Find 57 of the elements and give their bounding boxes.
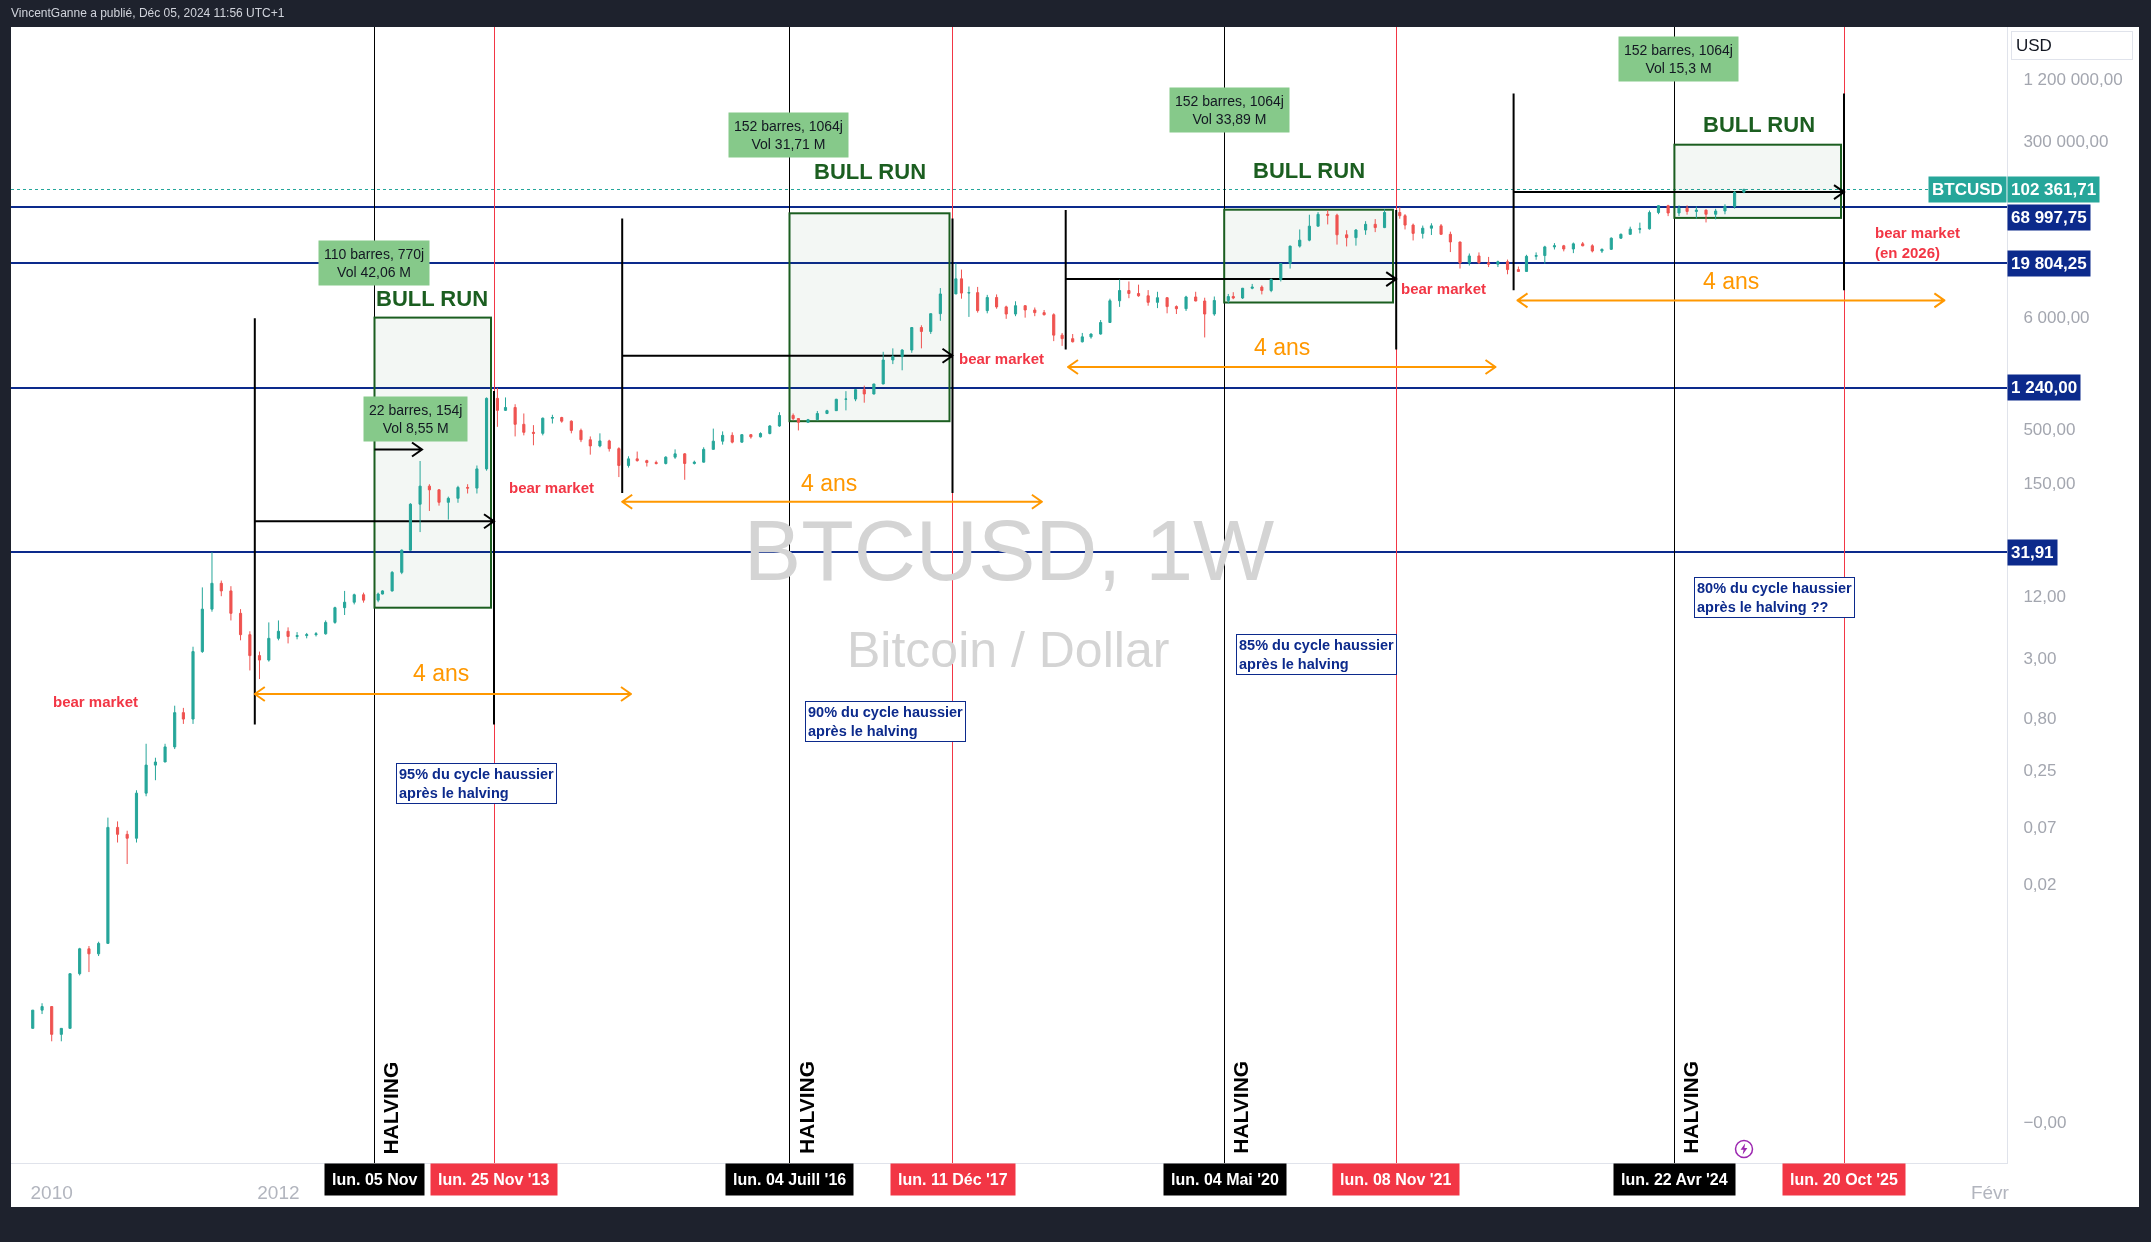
- annotation: 95% du cycle haussier après le halving: [399, 766, 555, 801]
- ref-line-label: lun. 08 Nov '21: [1340, 1171, 1452, 1188]
- annotation: 4 ans: [1703, 268, 1760, 294]
- y-tick-label: 150,00: [2023, 473, 2076, 493]
- annotation: HALVING: [379, 1061, 403, 1155]
- ref-line-label: lun. 11 Déc '17: [898, 1171, 1008, 1188]
- annotation: HALVING: [794, 1060, 818, 1154]
- annotation: BULL RUN: [1703, 112, 1816, 137]
- ref-line-label: lun. 04 Juill '16: [733, 1171, 847, 1188]
- annotation: HALVING: [1229, 1060, 1253, 1154]
- text: BTCUSD: [1932, 180, 2003, 199]
- ref-line-label: lun. 04 Mai '20: [1171, 1171, 1279, 1188]
- y-tick-label: 1 200 000,00: [2023, 69, 2123, 89]
- annotation: bear market: [509, 479, 595, 496]
- annotation: 80% du cycle haussier après le halving ??: [1697, 580, 1853, 615]
- annotation: bear market (en 2026): [1875, 224, 1961, 261]
- x-tick-label: 2012: [257, 1181, 300, 1203]
- x-tick-label: 2010: [30, 1181, 73, 1203]
- x-tick-label: Févr: [1970, 1181, 2010, 1203]
- annotation: bear market: [53, 693, 139, 710]
- annotation: 110 barres, 770j Vol 42,06 M: [324, 246, 425, 281]
- y-tick-label: 0,07: [2023, 818, 2057, 838]
- ref-line-label: lun. 20 Oct '25: [1790, 1171, 1898, 1188]
- ref-line-label: lun. 22 Avr '24: [1621, 1171, 1728, 1188]
- annotation: BULL RUN: [1253, 158, 1366, 183]
- ref-line-label: lun. 05 Nov: [332, 1171, 418, 1188]
- annotation: HALVING: [1679, 1060, 1703, 1154]
- annotation: bear market: [959, 350, 1045, 367]
- ref-line-label: lun. 25 Nov '13: [438, 1171, 550, 1188]
- y-axis-title: USD: [2016, 36, 2052, 55]
- y-tick-label: 300 000,00: [2023, 132, 2109, 152]
- ref-line-label: 31,91: [2011, 543, 2054, 562]
- y-tick-label: 0,02: [2023, 874, 2057, 894]
- annotation: BULL RUN: [814, 159, 927, 184]
- annotation: 4 ans: [801, 470, 858, 496]
- y-tick-label: 12,00: [2023, 587, 2066, 607]
- annotation: 152 barres, 1064j Vol 31,71 M: [734, 118, 843, 153]
- annotation: 4 ans: [413, 660, 470, 686]
- ref-line-label: 19 804,25: [2011, 254, 2087, 273]
- y-tick-label: −0,00: [2023, 1112, 2067, 1132]
- annotation: BULL RUN: [376, 286, 489, 311]
- y-tick-label: 6 000,00: [2023, 307, 2090, 327]
- annotation: 90% du cycle haussier après le halving: [808, 704, 964, 739]
- y-tick-label: 3,00: [2023, 649, 2057, 669]
- ref-line-label: 102 361,71: [2011, 180, 2097, 199]
- text: VincentGanne a publié, Déc 05, 2024 11:56 UTC+1: [11, 5, 285, 22]
- y-tick-label: 500,00: [2023, 419, 2076, 439]
- annotation: 152 barres, 1064j Vol 33,89 M: [1175, 93, 1284, 128]
- y-tick-label: 0,25: [2023, 761, 2057, 781]
- annotation: 152 barres, 1064j Vol 15,3 M: [1624, 42, 1733, 77]
- annotation: 85% du cycle haussier après le halving: [1239, 637, 1395, 672]
- ref-line-label: 68 997,75: [2011, 208, 2087, 227]
- annotation: 22 barres, 154j Vol 8,55 M: [369, 402, 463, 437]
- annotation: bear market: [1401, 280, 1487, 297]
- annotation: 4 ans: [1254, 334, 1311, 360]
- y-tick-label: 0,80: [2023, 708, 2057, 728]
- ref-line-label: 1 240,00: [2011, 378, 2078, 397]
